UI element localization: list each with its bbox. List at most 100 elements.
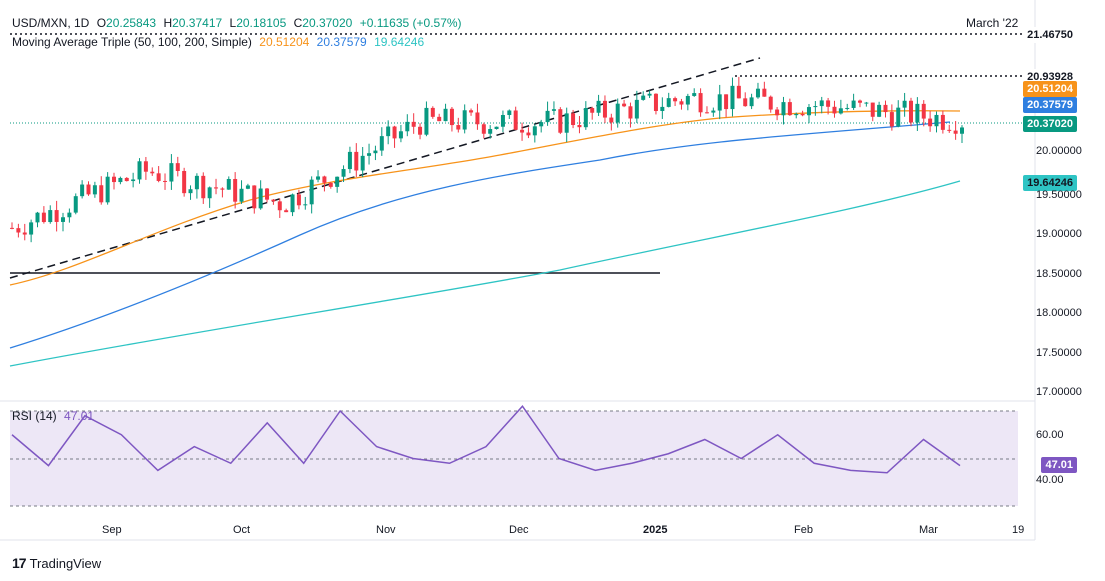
candle-body	[335, 176, 340, 187]
candle-body	[194, 175, 199, 190]
candle-body	[258, 188, 263, 209]
candle-body	[513, 110, 518, 130]
candle-body	[233, 178, 238, 202]
candle-body	[711, 110, 716, 113]
ma50-line	[9, 110, 961, 286]
candle-body	[456, 125, 461, 130]
candle-body	[245, 185, 250, 189]
ohlc-header: USD/MXN, 1D O20.25843 H20.37417 L20.1810…	[12, 16, 466, 30]
candle-body	[80, 184, 85, 197]
candle-body	[220, 188, 225, 190]
close-value: 20.37020	[302, 16, 353, 30]
candle-body	[889, 112, 894, 127]
y-tick: 18.50000	[1036, 268, 1082, 280]
high-key: H	[163, 16, 173, 30]
candle-body	[864, 102, 869, 104]
ma100-line	[9, 121, 951, 349]
candle-body	[558, 109, 563, 133]
candle-body	[54, 210, 59, 222]
candle-body	[430, 107, 435, 117]
candle-body	[813, 106, 818, 108]
candle-body	[86, 184, 91, 195]
candle-body	[347, 151, 352, 170]
candle-body	[730, 85, 735, 110]
candle-body	[481, 124, 486, 134]
candle-body	[207, 187, 212, 199]
candle-body	[437, 116, 442, 122]
candle-body	[762, 88, 767, 97]
candle-body	[22, 232, 27, 235]
candle-body	[615, 103, 620, 123]
candle-body	[252, 185, 257, 209]
candle-body	[902, 100, 907, 108]
candle-body	[175, 163, 180, 171]
ma50-value: 20.51204	[259, 35, 310, 49]
candle-body	[418, 126, 423, 135]
ma-title[interactable]: Moving Average Triple (50, 100, 200, Sim…	[12, 35, 252, 49]
candle-body	[303, 204, 308, 206]
candle-body	[462, 110, 467, 130]
brand-label: TradingView	[29, 555, 102, 571]
candle-body	[379, 136, 384, 151]
candle-body	[424, 107, 429, 135]
candle-body	[870, 102, 875, 117]
candle-body	[768, 96, 773, 110]
candle-body	[520, 129, 525, 133]
candle-body	[392, 126, 397, 139]
candle-body	[10, 227, 14, 229]
tradingview-brand[interactable]: 17 TradingView	[12, 555, 101, 571]
candle-body	[360, 155, 365, 171]
y-tick: 18.00000	[1036, 307, 1082, 319]
candle-body	[660, 106, 665, 111]
candle-body	[947, 129, 952, 131]
low-value: 20.18105	[236, 16, 287, 30]
candle-body	[526, 132, 531, 136]
candle-body	[960, 127, 964, 134]
candle-body	[583, 108, 588, 128]
candle-body	[590, 108, 595, 113]
month-label: March '22	[966, 16, 1019, 30]
x-tick: 2025	[643, 524, 668, 536]
candle-body	[794, 113, 799, 116]
candle-body	[647, 93, 652, 96]
candle-body	[169, 163, 174, 182]
uptrend-line	[9, 57, 761, 279]
candle-body	[832, 106, 837, 114]
candle-body	[131, 179, 136, 182]
price-tag: 21.46750	[1023, 27, 1077, 43]
candle-body	[908, 100, 913, 123]
candle-body	[35, 212, 40, 223]
open-value: 20.25843	[106, 16, 157, 30]
candle-body	[328, 182, 333, 187]
candle-body	[367, 153, 372, 156]
ma-header: Moving Average Triple (50, 100, 200, Sim…	[12, 35, 428, 49]
candle-body	[934, 114, 939, 127]
y-tick: 19.00000	[1036, 228, 1082, 240]
candle-body	[16, 228, 21, 233]
candle-body	[277, 201, 282, 211]
candle-body	[341, 169, 346, 177]
candle-body	[838, 108, 843, 114]
candle-body	[806, 107, 811, 116]
rsi-line	[11, 405, 961, 474]
y-tick: 17.50000	[1036, 347, 1082, 359]
candle-body	[507, 110, 512, 116]
rsi-title[interactable]: RSI (14)	[12, 409, 57, 423]
candle-body	[845, 107, 850, 109]
candle-body	[182, 170, 187, 194]
candle-body	[800, 113, 805, 116]
candle-body	[641, 95, 646, 100]
x-tick: Nov	[376, 524, 396, 536]
symbol-label[interactable]: USD/MXN, 1D	[12, 16, 90, 30]
candle-body	[787, 102, 792, 116]
candle-body	[953, 130, 958, 134]
candle-body	[73, 196, 78, 213]
candle-body	[411, 121, 416, 127]
candle-body	[634, 99, 639, 119]
candle-body	[704, 112, 709, 114]
candle-body	[188, 189, 193, 194]
candle-body	[500, 115, 505, 127]
candle-body	[284, 210, 289, 213]
candle-body	[724, 94, 729, 110]
